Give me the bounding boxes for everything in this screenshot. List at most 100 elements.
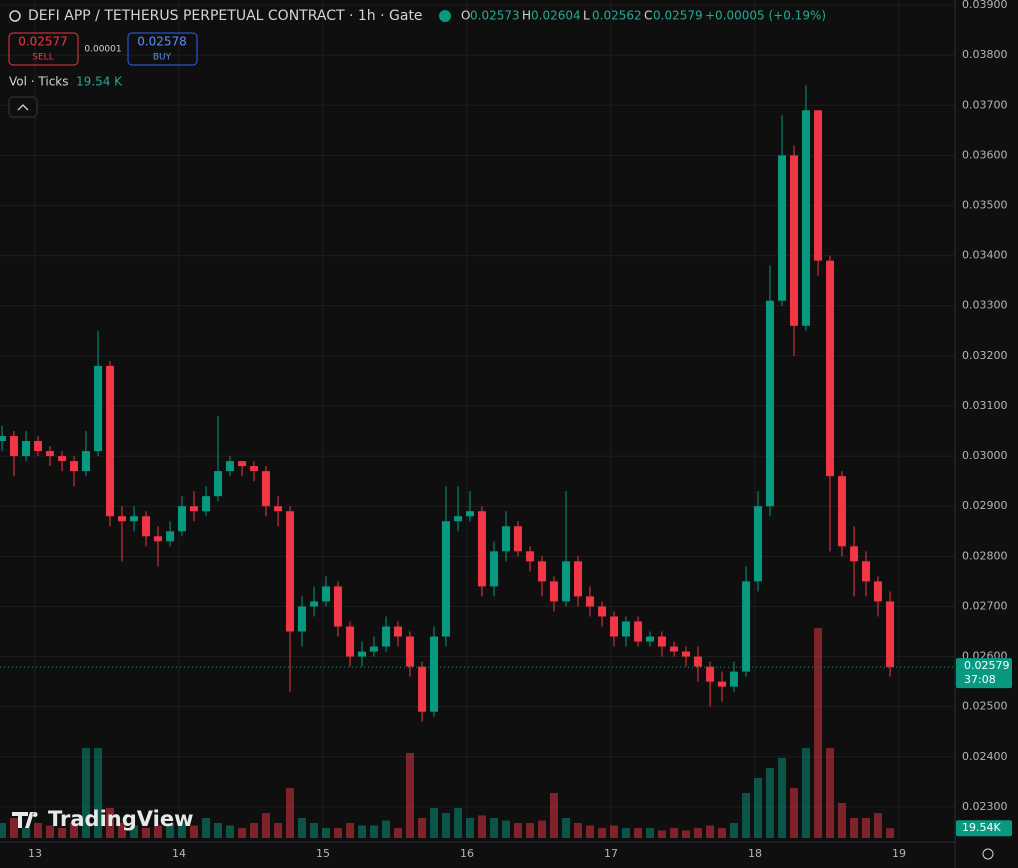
volume-bar — [382, 820, 391, 838]
candle-body — [765, 300, 774, 507]
volume-bar — [178, 823, 187, 838]
volume-bar — [682, 830, 691, 838]
candle-body — [130, 516, 139, 522]
candle-body — [117, 516, 126, 522]
volume-bar — [657, 830, 666, 838]
volume-bar — [862, 818, 871, 838]
y-tick-label: 0.03200 — [962, 349, 1008, 362]
tv-logo — [12, 812, 38, 828]
y-tick-label: 0.03600 — [962, 148, 1008, 161]
volume-bar — [490, 818, 499, 838]
candle-body — [142, 516, 151, 537]
y-tick-label: 0.03900 — [962, 0, 1008, 11]
sell-label[interactable]: SELL — [32, 53, 53, 63]
x-tick-label: 13 — [28, 847, 42, 860]
y-tick-label: 0.03400 — [962, 249, 1008, 262]
volume-bar — [693, 828, 702, 838]
volume-bar — [634, 828, 643, 838]
x-tick-label: 14 — [172, 847, 186, 860]
sell-price[interactable]: 0.02577 — [18, 35, 68, 49]
candle-body — [322, 586, 331, 602]
volume-bar — [549, 793, 558, 838]
x-tick-label: 19 — [892, 847, 906, 860]
volume-bar — [58, 828, 67, 838]
candle-body — [81, 451, 90, 472]
candle-body — [549, 581, 558, 602]
volume-bar — [837, 803, 846, 838]
volume-bar — [873, 813, 882, 838]
volume-bar — [153, 825, 162, 838]
y-tick-label: 0.02400 — [962, 750, 1008, 763]
volume-bar — [585, 825, 594, 838]
candle-body — [826, 260, 835, 477]
y-tick-label: 0.02900 — [962, 499, 1008, 512]
volume-bar — [106, 808, 115, 838]
candle-body — [610, 616, 619, 637]
last-price-box — [956, 658, 1012, 689]
volume-bar — [189, 825, 198, 838]
spread: 0.00001 — [84, 45, 121, 55]
volume-bar — [166, 823, 175, 838]
volume-bar — [477, 815, 486, 838]
volume-bar — [322, 828, 331, 838]
status-dot — [439, 10, 451, 22]
volume-bar — [225, 825, 234, 838]
candle-body — [598, 606, 607, 617]
volume-bar — [34, 823, 43, 838]
volume-bar — [454, 808, 463, 838]
candle-body — [250, 466, 259, 472]
volume-bar — [261, 813, 270, 838]
candle-body — [693, 656, 702, 667]
candle-body — [682, 651, 691, 657]
volume-bar — [117, 823, 126, 838]
volume-bar — [670, 828, 679, 838]
volume-pane — [0, 628, 895, 838]
header: DEFI APP / TETHERUS PERPETUAL CONTRACT ·… — [8, 8, 994, 860]
volume-bar — [886, 828, 895, 838]
volume-bar — [466, 818, 475, 838]
volume-bar — [418, 818, 427, 838]
ohlc-value: 0.02562 — [592, 9, 642, 23]
x-tick-label: 17 — [604, 847, 618, 860]
settings-button[interactable] — [982, 848, 994, 860]
volume-label-box — [956, 820, 1012, 837]
watermark: TradingView — [12, 807, 193, 831]
y-tick-label: 0.03100 — [962, 399, 1008, 412]
buy-button[interactable] — [127, 32, 198, 66]
candle-body — [358, 651, 367, 657]
candle-body — [45, 451, 54, 457]
last-price-label: 0.02579 — [964, 659, 1010, 672]
candle-body — [310, 601, 319, 607]
ohlc-key: C — [644, 9, 652, 23]
candle-body — [382, 626, 391, 647]
volume-bar — [22, 828, 31, 838]
volume-bar — [142, 828, 151, 838]
y-tick-label: 0.02700 — [962, 599, 1008, 612]
sell-button[interactable] — [8, 32, 79, 66]
ohlc-key: H — [522, 9, 531, 23]
volume-bar — [513, 823, 522, 838]
candle-body — [297, 606, 306, 632]
volume-bar — [574, 823, 583, 838]
candle-body — [646, 636, 655, 642]
ohlc-value: 0.02573 — [470, 9, 520, 23]
candle-body — [441, 521, 450, 637]
volume-bar — [45, 825, 54, 838]
volume-bar — [778, 758, 787, 838]
volume-bar — [405, 753, 414, 838]
volume-bar — [286, 788, 295, 838]
candle-body — [729, 671, 738, 687]
buy-price[interactable]: 0.02578 — [137, 35, 187, 49]
x-tick-label: 18 — [748, 847, 762, 860]
collapse-icon[interactable] — [17, 104, 29, 111]
candle-body — [214, 471, 223, 497]
collapse-button[interactable] — [8, 96, 38, 118]
candle-body — [778, 155, 787, 301]
volume-bar — [0, 823, 7, 838]
volume-value: 19.54 K — [76, 75, 123, 89]
ohlc-value: 0.02579 — [653, 9, 703, 23]
volume-bar — [70, 823, 79, 838]
candle-body — [369, 646, 378, 652]
buy-label[interactable]: BUY — [153, 53, 172, 63]
